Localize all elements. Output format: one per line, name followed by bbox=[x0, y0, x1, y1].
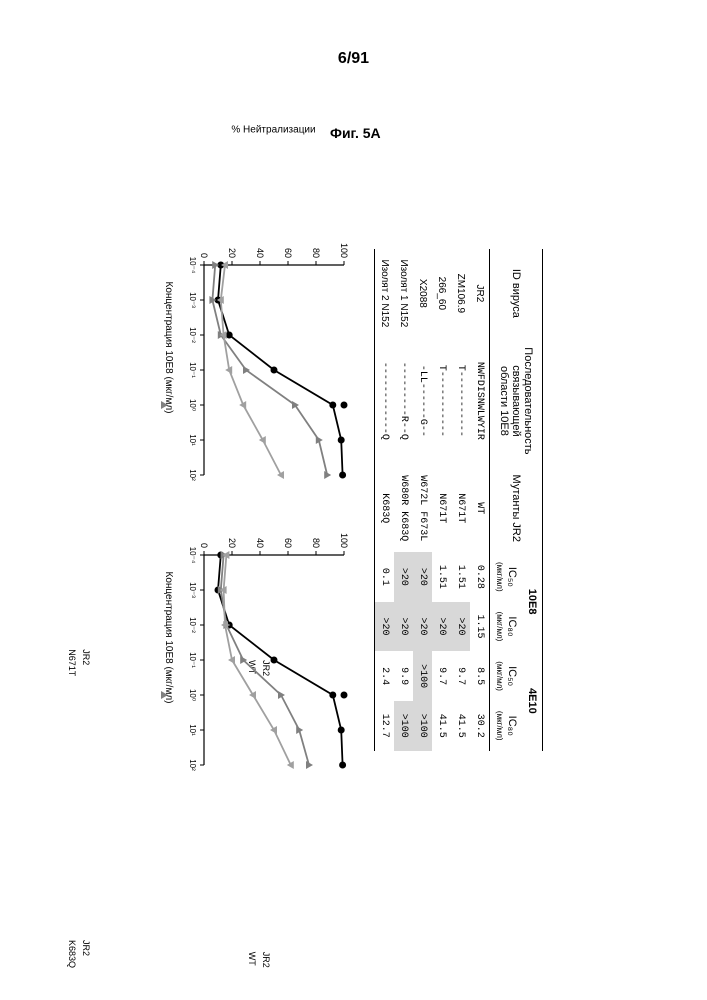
svg-text:100: 100 bbox=[339, 533, 349, 548]
table-cell: JR2 bbox=[470, 249, 490, 337]
table-cell: >20 bbox=[432, 602, 451, 652]
table-cell: 41.5 bbox=[432, 701, 451, 751]
table-cell: 1.51 bbox=[432, 552, 451, 602]
svg-text:0: 0 bbox=[199, 543, 209, 548]
table-row: X2088-LL------G--W672L F673L>20>20>100>1… bbox=[413, 249, 432, 750]
svg-text:40: 40 bbox=[255, 538, 265, 548]
legend-label: JR2 WT bbox=[245, 952, 273, 984]
col-ic50-1: IC₅₀(мкг/мл) bbox=[490, 552, 523, 602]
svg-text:10⁻⁴: 10⁻⁴ bbox=[188, 547, 197, 564]
table-cell: >100 bbox=[413, 701, 432, 751]
svg-text:20: 20 bbox=[227, 538, 237, 548]
svg-text:10⁻¹: 10⁻¹ bbox=[188, 652, 197, 668]
table-cell: -LL------G-- bbox=[413, 337, 432, 464]
svg-text:10⁻⁴: 10⁻⁴ bbox=[188, 257, 197, 274]
table-cell: 9.7 bbox=[451, 651, 470, 701]
ic-table: ID вируса Последовательность связывающей… bbox=[374, 249, 543, 750]
svg-text:10⁻²: 10⁻² bbox=[188, 327, 197, 343]
legend-item: JR2 K683Q bbox=[0, 690, 169, 984]
table-row: JR2NWFDISNWLWYIRWT0.281.158.530.2 bbox=[470, 249, 490, 750]
svg-text:80: 80 bbox=[311, 248, 321, 258]
table-cell: 41.5 bbox=[451, 701, 470, 751]
col-seq: Последовательность связывающей области 1… bbox=[490, 337, 543, 464]
table-cell: T----------- bbox=[432, 337, 451, 464]
col-group-4e10: 4E10 bbox=[522, 651, 543, 750]
legend-label: JR2 K683Q bbox=[65, 940, 93, 984]
table-row: Изолят 1 N152---------R--QW680R K683Q>20… bbox=[394, 249, 413, 750]
table-cell: 2.4 bbox=[375, 651, 395, 701]
figure-label: Фиг. 5A bbox=[330, 125, 381, 141]
table-cell: >100 bbox=[394, 701, 413, 751]
table-row: Изолят 2 N152------------QK683Q0.1>202.4… bbox=[375, 249, 395, 750]
col-ic50-2: IC₅₀(мкг/мл) bbox=[490, 651, 523, 701]
col-id: ID вируса bbox=[490, 249, 543, 337]
table-cell: 9.7 bbox=[432, 651, 451, 701]
table-cell: 8.5 bbox=[470, 651, 490, 701]
page-number: 6/91 bbox=[0, 50, 707, 68]
svg-text:100: 100 bbox=[339, 243, 349, 258]
table-row: ZM106.9T-----------N671T1.51>209.741.5 bbox=[451, 249, 470, 750]
table-cell: 12.7 bbox=[375, 701, 395, 751]
table-row: 266_60T-----------N671T1.51>209.741.5 bbox=[432, 249, 451, 750]
y-axis-label: % Нейтрализации bbox=[214, 125, 334, 136]
svg-text:60: 60 bbox=[283, 248, 293, 258]
table-cell: NWFDISNWLWYIR bbox=[470, 337, 490, 464]
legend-right: JR2 WTJR2 K683QJR2 W680R K683Q bbox=[0, 690, 349, 984]
table-cell: >20 bbox=[451, 602, 470, 652]
table-cell: N671T bbox=[432, 465, 451, 552]
table-cell: >20 bbox=[394, 602, 413, 652]
table-cell: K683Q bbox=[375, 465, 395, 552]
legend-label: JR2 N671T bbox=[65, 649, 93, 692]
table-cell: Изолят 1 N152 bbox=[394, 249, 413, 337]
table-cell: 9.9 bbox=[394, 651, 413, 701]
svg-text:60: 60 bbox=[283, 538, 293, 548]
table-cell: Изолят 2 N152 bbox=[375, 249, 395, 337]
svg-text:0: 0 bbox=[199, 253, 209, 258]
table-cell: 1.15 bbox=[470, 602, 490, 652]
table-cell: 0.28 bbox=[470, 552, 490, 602]
svg-text:80: 80 bbox=[311, 538, 321, 548]
svg-text:20: 20 bbox=[227, 248, 237, 258]
charts-row: % Нейтрализации 02040608010010⁻⁴10⁻³10⁻²… bbox=[163, 150, 354, 850]
table-cell: ZM106.9 bbox=[451, 249, 470, 337]
svg-text:40: 40 bbox=[255, 248, 265, 258]
col-ic80-1: IC₈₀(мкг/мл) bbox=[490, 602, 523, 652]
table-cell: 0.1 bbox=[375, 552, 395, 602]
col-ic80-2: IC₈₀(мкг/мл) bbox=[490, 701, 523, 751]
legend-item: JR2 WT bbox=[169, 690, 349, 984]
chart-left: 02040608010010⁻⁴10⁻³10⁻²10⁻¹10⁰10¹10² JR… bbox=[174, 225, 354, 485]
legend-item: JR2 N671T bbox=[0, 400, 169, 692]
svg-text:10⁻²: 10⁻² bbox=[188, 617, 197, 633]
table-cell: W672L F673L bbox=[413, 465, 432, 552]
table-cell: >100 bbox=[413, 651, 432, 701]
table-cell: 30.2 bbox=[470, 701, 490, 751]
table-cell: >20 bbox=[413, 602, 432, 652]
table-cell: >20 bbox=[394, 552, 413, 602]
chart-right: 02040608010010⁻⁴10⁻³10⁻²10⁻¹10⁰10¹10² JR… bbox=[174, 515, 354, 775]
svg-text:10⁻¹: 10⁻¹ bbox=[188, 362, 197, 378]
svg-text:10⁻³: 10⁻³ bbox=[188, 582, 197, 598]
table-cell: X2088 bbox=[413, 249, 432, 337]
table-cell: T----------- bbox=[451, 337, 470, 464]
table-cell: 1.51 bbox=[451, 552, 470, 602]
col-mutants: Мутанты JR2 bbox=[490, 465, 543, 552]
svg-text:10⁻³: 10⁻³ bbox=[188, 292, 197, 308]
table-cell: WT bbox=[470, 465, 490, 552]
figure-content: ID вируса Последовательность связывающей… bbox=[163, 150, 543, 850]
table-cell: >20 bbox=[413, 552, 432, 602]
table-cell: N671T bbox=[451, 465, 470, 552]
table-cell: W680R K683Q bbox=[394, 465, 413, 552]
table-cell: 266_60 bbox=[432, 249, 451, 337]
col-group-10e8: 10E8 bbox=[522, 552, 543, 651]
table-cell: ------------Q bbox=[375, 337, 395, 464]
table-cell: ---------R--Q bbox=[394, 337, 413, 464]
table-cell: >20 bbox=[375, 602, 395, 652]
